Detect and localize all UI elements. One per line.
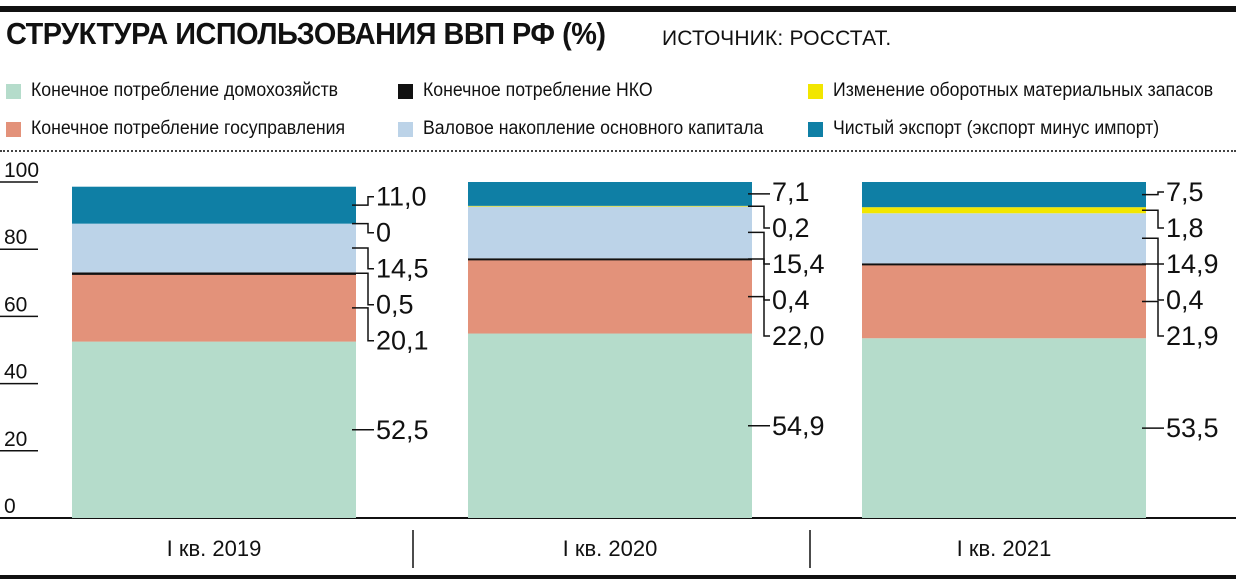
y-tick-label: 100 <box>4 159 39 182</box>
leader-line <box>1142 263 1164 301</box>
data-label: 14,9 <box>1166 249 1219 279</box>
leader-line <box>352 307 374 342</box>
legend-swatch-households <box>6 83 21 99</box>
leader-line <box>748 205 770 229</box>
source-note: ИСТОЧНИК: РОССТАТ. <box>662 27 892 50</box>
data-label: 7,5 <box>1166 177 1204 207</box>
bar-segment-households <box>862 338 1146 518</box>
legend-swatch-net_exports <box>808 121 823 137</box>
legend-label-government: Конечное потребление госуправления <box>31 118 346 139</box>
category-label: I кв. 2019 <box>167 536 262 561</box>
data-label: 53,5 <box>1166 413 1219 443</box>
data-label: 1,8 <box>1166 213 1204 243</box>
leader-line <box>1142 191 1164 196</box>
data-label: 21,9 <box>1166 321 1219 351</box>
legend-item-net_exports: Чистый экспорт (экспорт минус импорт) <box>808 118 1184 140</box>
data-label: 14,5 <box>376 254 429 284</box>
data-label: 11,0 <box>376 182 427 212</box>
data-label: 0,4 <box>1166 285 1204 315</box>
leader-line <box>352 195 374 206</box>
category-label: I кв. 2020 <box>563 536 658 561</box>
data-label: 54,9 <box>772 411 825 441</box>
leader-line <box>352 247 374 270</box>
leader-line <box>352 222 374 234</box>
legend-item-nko: Конечное потребление НКО <box>398 80 670 102</box>
legend-swatch-government <box>6 121 21 137</box>
data-label: 15,4 <box>772 249 825 279</box>
data-label: 0 <box>376 218 391 248</box>
data-label: 20,1 <box>376 326 429 356</box>
y-tick-label: 20 <box>4 428 27 451</box>
bar-segment-net_exports <box>468 182 752 206</box>
bar-segment-net_exports <box>862 182 1146 208</box>
leader-line <box>748 231 770 265</box>
bar-segment-government <box>72 274 356 342</box>
bar-segment-fixed_capital <box>468 206 752 259</box>
data-label: 52,5 <box>376 415 429 445</box>
bottom-rule <box>0 575 1236 579</box>
bar-segment-households <box>72 341 356 518</box>
leader-line <box>748 258 770 301</box>
data-label: 0,4 <box>772 285 810 315</box>
bar-segment-inventories <box>468 205 752 207</box>
bar-segment-government <box>862 264 1146 339</box>
data-label: 7,1 <box>772 177 810 207</box>
legend: Конечное потребление домохозяйств Конечно… <box>0 0 1236 150</box>
legend-item-inventories: Изменение оборотных материальных запасов <box>808 80 1236 102</box>
bar-segment-nko <box>72 272 356 275</box>
legend-divider <box>0 150 1236 152</box>
chart-title: СТРУКТУРА ИСПОЛЬЗОВАНИЯ ВВП РФ (%) <box>6 16 606 51</box>
legend-item-fixed_capital: Валовое накопление основного капитала <box>398 118 789 140</box>
legend-swatch-nko <box>398 83 413 99</box>
leader-line <box>1142 237 1164 265</box>
legend-label-inventories: Изменение оборотных материальных запасов <box>833 80 1214 101</box>
legend-label-fixed_capital: Валовое накопление основного капитала <box>423 118 764 139</box>
top-rule <box>0 6 1236 12</box>
legend-label-nko: Конечное потребление НКО <box>423 80 653 101</box>
bar-segment-net_exports <box>72 186 356 224</box>
data-label: 0,2 <box>772 213 810 243</box>
legend-swatch-inventories <box>808 83 823 99</box>
legend-label-net_exports: Чистый экспорт (экспорт минус импорт) <box>833 118 1160 139</box>
legend-item-households: Конечное потребление домохозяйств <box>6 80 361 102</box>
bar-segment-government <box>468 259 752 334</box>
y-tick-label: 40 <box>4 361 27 384</box>
data-label: 0,5 <box>376 290 414 320</box>
legend-label-households: Конечное потребление домохозяйств <box>31 80 339 101</box>
leader-line <box>1142 209 1164 229</box>
leader-line <box>352 272 374 306</box>
legend-swatch-fixed_capital <box>398 121 413 137</box>
leader-line <box>1142 300 1164 337</box>
bar-segment-households <box>468 333 752 518</box>
bar-segment-fixed_capital <box>72 223 356 273</box>
bar-segment-fixed_capital <box>862 213 1146 264</box>
y-tick-label: 0 <box>4 495 16 518</box>
y-tick-label: 80 <box>4 226 27 249</box>
bar-segment-inventories <box>862 207 1146 214</box>
category-label: I кв. 2021 <box>957 536 1052 561</box>
leader-line <box>748 295 770 337</box>
data-label: 22,0 <box>772 321 825 351</box>
legend-item-government: Конечное потребление госуправления <box>6 118 369 140</box>
y-tick-label: 60 <box>4 293 27 316</box>
